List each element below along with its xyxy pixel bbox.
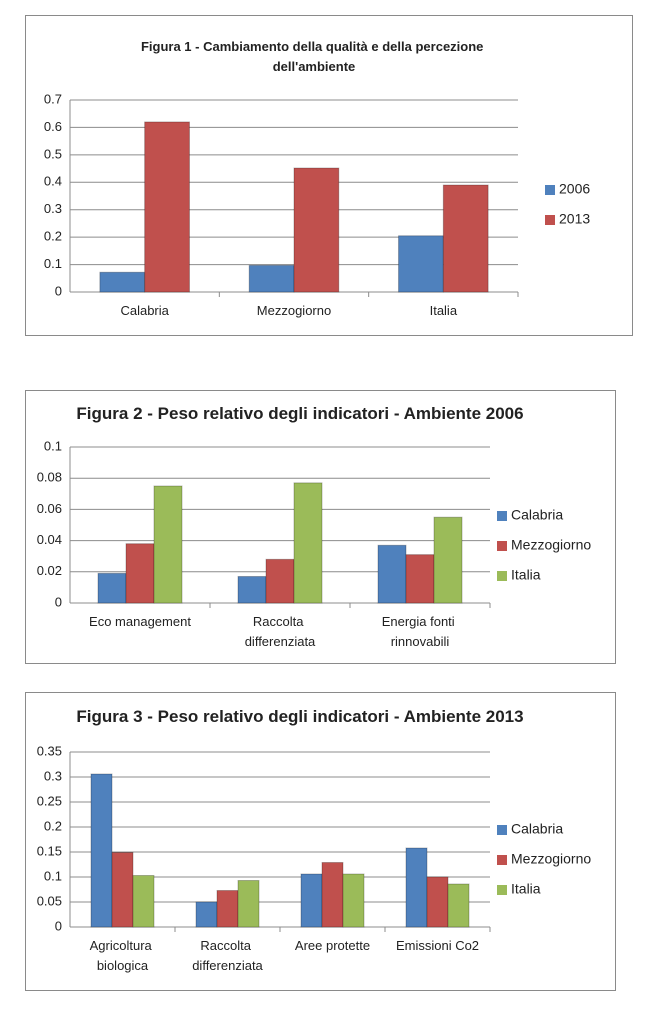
legend-swatch xyxy=(545,185,555,195)
bar xyxy=(195,901,218,928)
legend-swatch xyxy=(497,825,507,835)
y-tick-label: 0 xyxy=(55,283,62,298)
y-tick-label: 0.04 xyxy=(37,532,62,547)
legend-swatch xyxy=(497,855,507,865)
legend-swatch xyxy=(545,215,555,225)
y-tick-label: 0 xyxy=(55,918,62,933)
y-tick-label: 0.06 xyxy=(37,501,62,516)
y-tick-label: 0.1 xyxy=(44,868,62,883)
x-tick-label: Calabria xyxy=(120,303,169,318)
bar xyxy=(442,184,489,293)
bar xyxy=(248,264,295,293)
y-tick-label: 0.1 xyxy=(44,438,62,453)
bar xyxy=(426,876,449,928)
legend-label: 2006 xyxy=(559,181,590,197)
legend-swatch xyxy=(497,511,507,521)
y-tick-label: 0.05 xyxy=(37,893,62,908)
bar xyxy=(447,883,470,928)
y-tick-label: 0 xyxy=(55,594,62,609)
bar xyxy=(293,167,340,293)
y-tick-label: 0.3 xyxy=(44,768,62,783)
bar xyxy=(300,873,323,928)
bar xyxy=(99,271,146,293)
y-tick-label: 0.6 xyxy=(44,119,62,134)
x-tick-label: Italia xyxy=(430,303,458,318)
legend-label: Mezzogiorno xyxy=(511,537,591,553)
chart-title: Figura 2 - Peso relativo degli indicator… xyxy=(76,404,523,423)
y-tick-label: 0.35 xyxy=(37,743,62,758)
bar xyxy=(97,572,127,604)
y-tick-label: 0.3 xyxy=(44,201,62,216)
y-tick-label: 0.7 xyxy=(44,91,62,106)
bar xyxy=(405,847,428,928)
y-tick-label: 0.08 xyxy=(37,470,62,485)
legend-swatch xyxy=(497,571,507,581)
y-tick-label: 0.15 xyxy=(37,843,62,858)
x-tick-label: Raccolta differenziata xyxy=(245,614,316,649)
x-tick-label: Aree protette xyxy=(295,938,370,953)
legend-label: Calabria xyxy=(511,821,563,837)
chart-title: Figura 3 - Peso relativo degli indicator… xyxy=(76,707,523,726)
legend-label: 2013 xyxy=(559,211,590,227)
y-tick-label: 0.4 xyxy=(44,174,62,189)
chart-frame xyxy=(25,692,616,991)
bar xyxy=(398,235,444,293)
bar xyxy=(237,575,267,604)
bar xyxy=(216,890,239,928)
legend-label: Italia xyxy=(511,567,541,583)
legend-swatch xyxy=(497,885,507,895)
bar xyxy=(153,485,183,604)
bar xyxy=(405,554,435,604)
bar xyxy=(433,516,463,604)
x-tick-label: Raccolta differenziata xyxy=(192,938,263,973)
legend-label: Italia xyxy=(511,881,541,897)
x-tick-label: Agricoltura biologica xyxy=(90,938,156,973)
y-tick-label: 0.1 xyxy=(44,256,62,271)
bar xyxy=(237,880,260,928)
bar xyxy=(132,875,155,928)
bar xyxy=(90,773,113,928)
bar xyxy=(144,121,190,293)
bar xyxy=(111,852,134,928)
y-tick-label: 0.02 xyxy=(37,563,62,578)
x-tick-label: Emissioni Co2 xyxy=(396,938,479,953)
y-tick-label: 0.2 xyxy=(44,818,62,833)
legend-label: Calabria xyxy=(511,507,563,523)
chart-title: Figura 1 - Cambiamento della qualità e d… xyxy=(141,39,487,74)
bar xyxy=(321,862,344,928)
bar xyxy=(342,873,365,928)
bar xyxy=(377,544,407,604)
y-tick-label: 0.2 xyxy=(44,229,62,244)
bar xyxy=(125,543,155,604)
x-tick-label: Mezzogiorno xyxy=(257,303,331,318)
y-tick-label: 0.5 xyxy=(44,146,62,161)
bar xyxy=(293,482,323,604)
legend-swatch xyxy=(497,541,507,551)
x-tick-label: Energia fonti rinnovabili xyxy=(382,614,459,649)
legend-label: Mezzogiorno xyxy=(511,851,591,867)
x-tick-label: Eco management xyxy=(89,614,191,629)
bar xyxy=(265,558,295,604)
y-tick-label: 0.25 xyxy=(37,793,62,808)
